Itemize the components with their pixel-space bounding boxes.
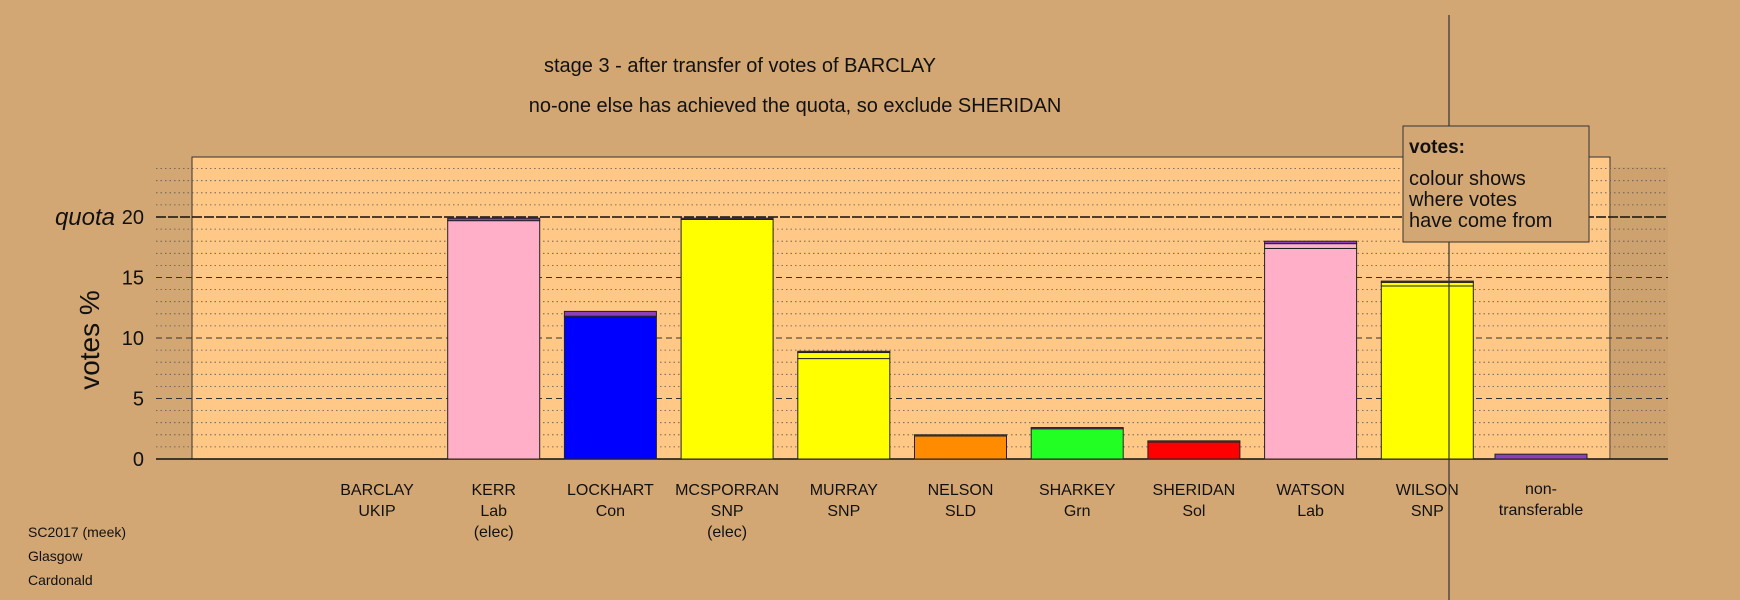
nontransferable-label: transferable [1499,502,1584,519]
plot-background [191,156,1611,460]
candidate-party-label: UKIP [358,503,395,520]
bar-segment [1264,243,1358,249]
candidate-party-label: SNP [1411,503,1444,520]
y-tick-label: 10 [122,328,144,350]
bar-segment [1264,247,1358,460]
candidate-name-label: MURRAY [810,482,878,499]
bar-segment [914,434,1007,437]
right-margin-shade [1610,167,1668,459]
bar-segment [797,352,891,360]
bar-segment [797,350,891,354]
footer-text: Glasgow [28,548,83,564]
candidate-party-label: SLD [945,503,976,520]
bar-segment [1030,427,1124,430]
bar-segment [680,218,774,460]
bar-segment [1147,440,1241,443]
candidate-name-label: LOCKHART [567,482,654,499]
candidate-party-label: Grn [1064,503,1091,520]
nontransferable-bar [1494,453,1588,460]
bar-segment [563,315,657,460]
y-axis-label: votes % [74,290,105,390]
candidate-name-label: WATSON [1276,482,1344,499]
y-tick-label: 20 [122,207,144,229]
nontransferable-label: non- [1525,481,1557,498]
bar-segment [1380,281,1474,287]
bar-segment [680,217,774,220]
footer-text: SC2017 (meek) [28,524,126,540]
candidate-name-label: NELSON [928,482,994,499]
candidate-party-label: SNP [827,503,860,520]
bar-segment [563,310,657,317]
bar-segment [447,217,541,222]
candidate-note-label: (elec) [707,524,747,541]
legend-title: votes: [1409,137,1465,158]
bar-segment [1030,428,1124,460]
quota-label: quota [55,204,115,231]
candidate-party-label: Con [596,503,625,520]
candidate-name-label: KERR [471,482,515,499]
chart-subtitle: no-one else has achieved the quota, so e… [529,95,1062,117]
candidate-name-label: BARCLAY [340,482,414,499]
bar-segment [1147,441,1241,460]
candidate-name-label: MCSPORRAN [675,482,779,499]
candidate-party-label: Lab [480,503,507,520]
candidate-note-label: (elec) [474,524,514,541]
footer-text: Cardonald [28,572,93,588]
candidate-name-label: SHERIDAN [1153,482,1236,499]
candidate-party-label: SNP [711,503,744,520]
legend-text: colour shows [1409,168,1526,190]
legend-box [1402,125,1590,243]
candidate-party-label: Lab [1297,503,1324,520]
bar-segment [1380,280,1474,283]
chart-title: stage 3 - after transfer of votes of BAR… [544,55,936,77]
bar-segment [1264,240,1358,245]
bar-segment [1380,285,1474,460]
y-tick-label: 0 [133,449,144,471]
legend-text: have come from [1409,210,1552,232]
legend-text: where votes [1408,189,1517,211]
y-tick-label: 15 [122,268,144,290]
candidate-party-label: Sol [1182,503,1205,520]
candidate-name-label: WILSON [1396,482,1459,499]
bar-segment [797,358,891,460]
candidate-name-label: SHARKEY [1039,482,1116,499]
bar-segment [914,435,1007,460]
bar-segment [447,220,541,460]
y-tick-label: 5 [133,389,144,411]
